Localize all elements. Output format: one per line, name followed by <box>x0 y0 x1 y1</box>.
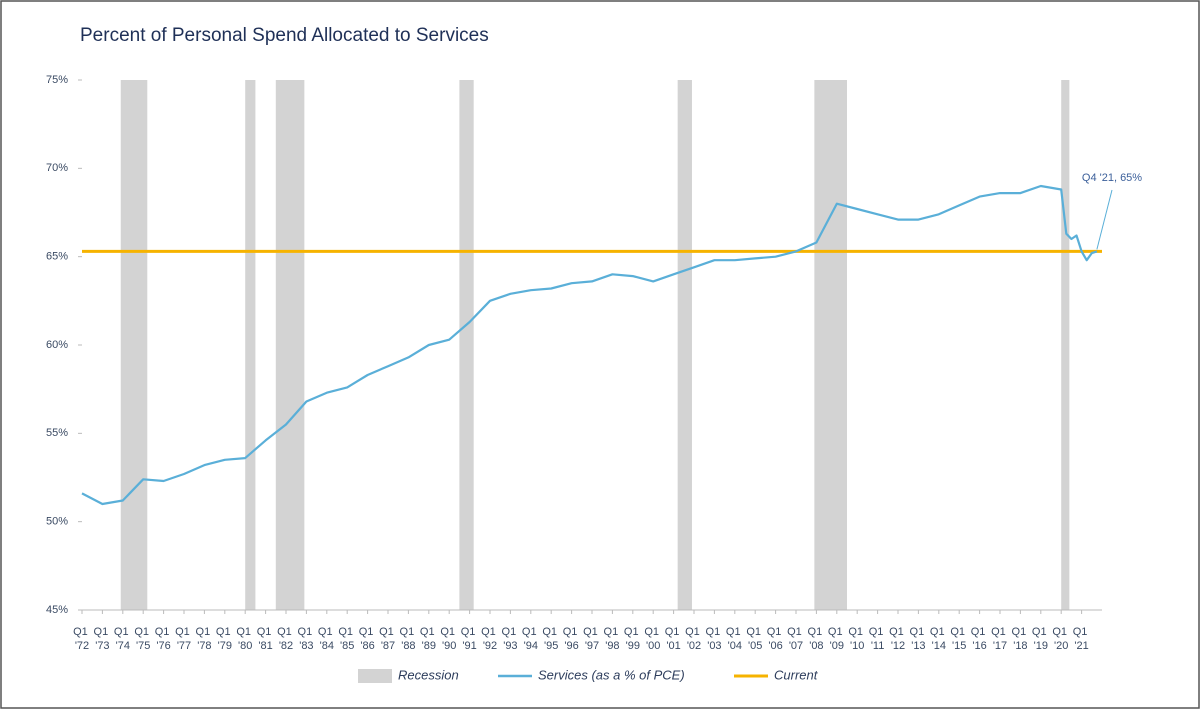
x-tick-label: Q1 '01 <box>665 626 683 652</box>
x-tick-label: Q1 '04 <box>726 626 744 652</box>
x-tick-label: Q1 '77 <box>175 626 193 652</box>
x-tick-label: Q1 '93 <box>502 626 520 652</box>
legend-swatch <box>358 669 392 683</box>
x-tick-label: Q1 '87 <box>379 626 397 652</box>
x-tick-label: Q1 '86 <box>359 626 377 652</box>
recession-band <box>677 80 692 610</box>
x-tick-label: Q1 '81 <box>257 626 275 652</box>
x-tick-label: Q1 '12 <box>889 626 907 652</box>
x-tick-label: Q1 '03 <box>706 626 724 652</box>
legend-label: Current <box>774 667 819 682</box>
x-tick-label: Q1 '78 <box>196 626 214 652</box>
x-tick-label: Q1 '00 <box>644 626 662 652</box>
chart-title: Percent of Personal Spend Allocated to S… <box>80 25 489 46</box>
x-tick-label: Q1 '18 <box>1012 626 1030 652</box>
y-tick-label: 65% <box>46 251 68 263</box>
x-tick-label: Q1 '13 <box>910 626 928 652</box>
x-tick-label: Q1 '15 <box>950 626 968 652</box>
annotation-leader <box>1096 189 1113 250</box>
x-tick-label: Q1 '97 <box>583 626 601 652</box>
x-tick-label: Q1 '79 <box>216 626 234 652</box>
x-tick-label: Q1 '99 <box>624 626 642 652</box>
annotation: Q4 '21, 65% <box>1082 172 1142 184</box>
recession-band <box>459 80 474 610</box>
x-tick-label: Q1 '08 <box>808 626 826 652</box>
x-tick-label: Q1 '94 <box>522 626 540 652</box>
legend-label: Recession <box>398 667 459 682</box>
x-tick-label: Q1 '84 <box>318 626 336 652</box>
x-tick-label: Q1 '11 <box>869 626 887 652</box>
x-tick-label: Q1 '07 <box>787 626 805 652</box>
x-tick-label: Q1 '88 <box>400 626 418 652</box>
x-tick-label: Q1 '89 <box>420 626 438 652</box>
x-tick-label: Q1 '10 <box>848 626 866 652</box>
x-tick-label: Q1 '90 <box>440 626 458 652</box>
y-tick-label: 70% <box>46 162 68 174</box>
recession-band <box>245 80 256 610</box>
y-tick-label: 60% <box>46 339 68 351</box>
x-tick-label: Q1 '76 <box>155 626 173 652</box>
x-tick-label: Q1 '09 <box>828 626 846 652</box>
x-tick-label: Q1 '72 <box>73 626 91 652</box>
x-tick-label: Q1 '92 <box>481 626 499 652</box>
recession-band <box>120 80 148 610</box>
x-tick-label: Q1 '20 <box>1052 626 1070 652</box>
x-tick-label: Q1 '83 <box>298 626 316 652</box>
x-tick-label: Q1 '21 <box>1073 626 1091 652</box>
x-tick-label: Q1 '80 <box>236 626 254 652</box>
recession-band <box>814 80 847 610</box>
legend-label: Services (as a % of PCE) <box>538 667 685 682</box>
x-tick-label: Q1 '17 <box>991 626 1009 652</box>
x-tick-label: Q1 '96 <box>563 626 581 652</box>
x-tick-label: Q1 '16 <box>971 626 989 652</box>
x-tick-label: Q1 '14 <box>930 626 948 652</box>
x-tick-label: Q1 '73 <box>94 626 112 652</box>
x-tick-label: Q1 '02 <box>685 626 703 652</box>
series-line <box>81 184 1098 506</box>
x-tick-label: Q1 '85 <box>338 626 356 652</box>
x-tick-label: Q1 '05 <box>746 626 764 652</box>
x-tick-label: Q1 '74 <box>114 626 132 652</box>
x-tick-label: Q1 '06 <box>767 626 785 652</box>
y-tick-label: 55% <box>46 427 68 439</box>
x-tick-label: Q1 '95 <box>542 626 560 652</box>
x-tick-label: Q1 '91 <box>461 626 479 652</box>
y-tick-label: 50% <box>46 516 68 528</box>
x-tick-label: Q1 '82 <box>277 626 295 652</box>
x-tick-label: Q1 '19 <box>1032 626 1050 652</box>
recession-band <box>275 80 305 610</box>
x-tick-label: Q1 '75 <box>134 626 152 652</box>
recession-band <box>1061 80 1070 610</box>
y-tick-label: 45% <box>46 604 68 616</box>
x-tick-label: Q1 '98 <box>604 626 622 652</box>
y-tick-label: 75% <box>46 74 68 86</box>
